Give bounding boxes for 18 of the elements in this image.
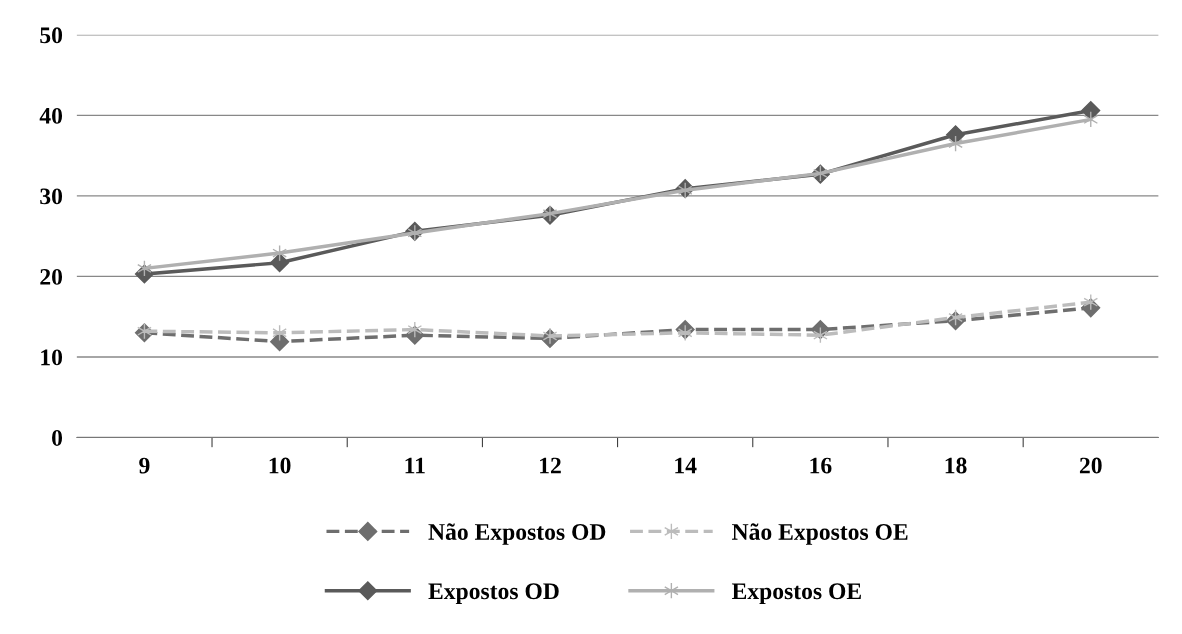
x-tick-label: 12 bbox=[540, 457, 561, 474]
x-tick-label: 10 bbox=[269, 457, 291, 474]
x-tick-label: 20 bbox=[1079, 457, 1102, 474]
y-tick-label: 0 bbox=[52, 429, 63, 446]
legend-label: Expostos OE bbox=[731, 583, 861, 605]
y-tick-label: 40 bbox=[39, 107, 63, 124]
y-tick-label: 30 bbox=[40, 188, 63, 205]
y-tick-label: 20 bbox=[40, 268, 63, 285]
x-tick-label: 18 bbox=[945, 457, 967, 474]
x-tick-label: 16 bbox=[810, 457, 832, 474]
x-tick-label: 14 bbox=[675, 457, 697, 474]
y-tick-label: 50 bbox=[40, 27, 63, 44]
y-tick-label: 10 bbox=[41, 349, 63, 366]
legend-label: Expostos OD bbox=[428, 583, 559, 605]
legend-label: Não Expostos OD bbox=[428, 523, 606, 545]
legend-label: Não Expostos OE bbox=[732, 523, 908, 545]
x-tick-label: 9 bbox=[139, 457, 150, 474]
x-tick-label: 11 bbox=[405, 457, 425, 474]
